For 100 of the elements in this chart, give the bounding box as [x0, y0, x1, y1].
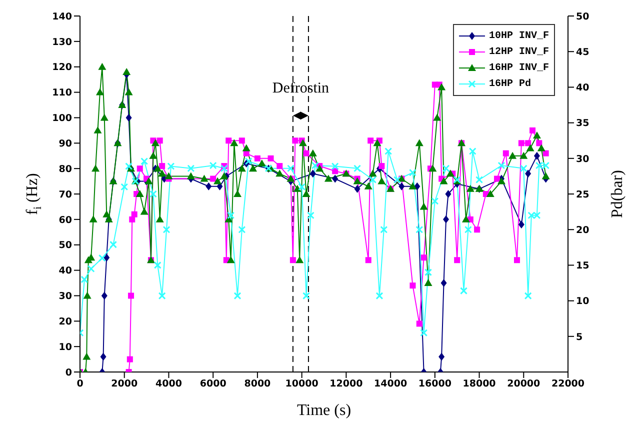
- point: [535, 162, 543, 170]
- x-tick-label: 8000: [244, 378, 272, 390]
- y2-tick-label: 15: [576, 260, 590, 272]
- y-tick-label: 120: [52, 62, 72, 74]
- point: [365, 257, 372, 264]
- point: [238, 226, 246, 234]
- point: [498, 162, 506, 170]
- legend-label: 12HP INV_F: [489, 46, 550, 58]
- y-tick-label: 140: [52, 11, 72, 22]
- point: [332, 174, 338, 183]
- point: [442, 164, 450, 172]
- x-tick-label: 14000: [374, 378, 408, 390]
- point: [210, 176, 216, 182]
- point: [187, 164, 195, 172]
- point: [254, 155, 260, 162]
- y-tick-label: 100: [52, 113, 72, 124]
- point: [80, 276, 88, 284]
- y-tick-label: 130: [52, 36, 72, 48]
- y-tick-label: 60: [58, 214, 72, 226]
- point: [514, 257, 520, 264]
- point: [524, 292, 532, 300]
- point: [331, 162, 339, 170]
- point: [292, 138, 298, 144]
- point: [368, 138, 374, 144]
- point: [303, 150, 310, 156]
- point: [525, 140, 532, 146]
- point: [528, 212, 536, 220]
- point: [445, 190, 452, 198]
- y2-tick-label: 50: [576, 11, 590, 22]
- point: [440, 279, 447, 287]
- x-tick-label: 22000: [551, 378, 585, 390]
- point: [154, 261, 162, 269]
- point: [518, 220, 524, 229]
- x-tick-label: 18000: [462, 378, 496, 390]
- point: [494, 176, 500, 182]
- point: [398, 182, 405, 190]
- point: [126, 356, 133, 362]
- point: [286, 164, 294, 172]
- y2-tick-label: 20: [576, 224, 590, 236]
- point: [131, 211, 138, 218]
- point: [209, 162, 217, 170]
- legend-label: 16HP Pd: [489, 78, 532, 90]
- y2-tick-label: 10: [576, 296, 590, 308]
- point: [227, 212, 235, 220]
- point: [128, 292, 134, 299]
- point: [533, 212, 541, 220]
- point: [158, 292, 166, 300]
- y2-tick-label: 25: [576, 189, 590, 200]
- point: [354, 184, 360, 193]
- y2-tick-label: 45: [576, 46, 590, 58]
- point: [525, 170, 532, 178]
- point: [443, 215, 449, 224]
- point: [238, 138, 245, 144]
- point: [140, 158, 148, 165]
- point: [302, 292, 310, 300]
- point: [110, 240, 118, 248]
- point: [234, 292, 242, 300]
- y-tick-label: 70: [58, 189, 72, 200]
- x-axis-title: Time (s): [296, 402, 352, 418]
- y-tick-label: 10: [58, 342, 72, 353]
- point: [120, 183, 128, 191]
- point: [98, 254, 106, 262]
- y2-tick-label: 30: [576, 154, 590, 165]
- point: [420, 254, 427, 261]
- point: [226, 138, 232, 144]
- point: [468, 148, 476, 156]
- point: [438, 352, 445, 361]
- point: [298, 183, 306, 191]
- point: [410, 282, 416, 289]
- y-tick-label: 110: [52, 88, 72, 99]
- point: [424, 268, 432, 276]
- point: [542, 162, 550, 170]
- point: [384, 148, 392, 156]
- point: [129, 216, 136, 222]
- point: [518, 140, 524, 146]
- point: [393, 176, 401, 184]
- y2-axis-title: Pd(bar): [608, 170, 626, 218]
- point: [206, 182, 212, 190]
- point: [126, 114, 132, 122]
- point: [378, 163, 385, 170]
- y-tick-label: 50: [58, 240, 72, 252]
- x-tick-label: 0: [76, 378, 84, 390]
- x-tick-label: 2000: [111, 378, 138, 390]
- point: [542, 150, 549, 156]
- annotation: Defrostin: [272, 80, 330, 97]
- point: [87, 265, 95, 273]
- point: [136, 166, 143, 172]
- point: [354, 164, 362, 172]
- point: [244, 158, 252, 165]
- y2-tick-label: 40: [576, 82, 590, 94]
- point: [159, 163, 166, 170]
- point: [454, 257, 460, 264]
- point: [306, 212, 314, 220]
- point: [408, 168, 416, 176]
- point: [464, 226, 472, 234]
- legend-label: 16HP INV_F: [489, 62, 550, 74]
- point: [416, 226, 424, 234]
- point: [376, 292, 384, 300]
- point: [431, 197, 439, 205]
- point: [290, 257, 296, 264]
